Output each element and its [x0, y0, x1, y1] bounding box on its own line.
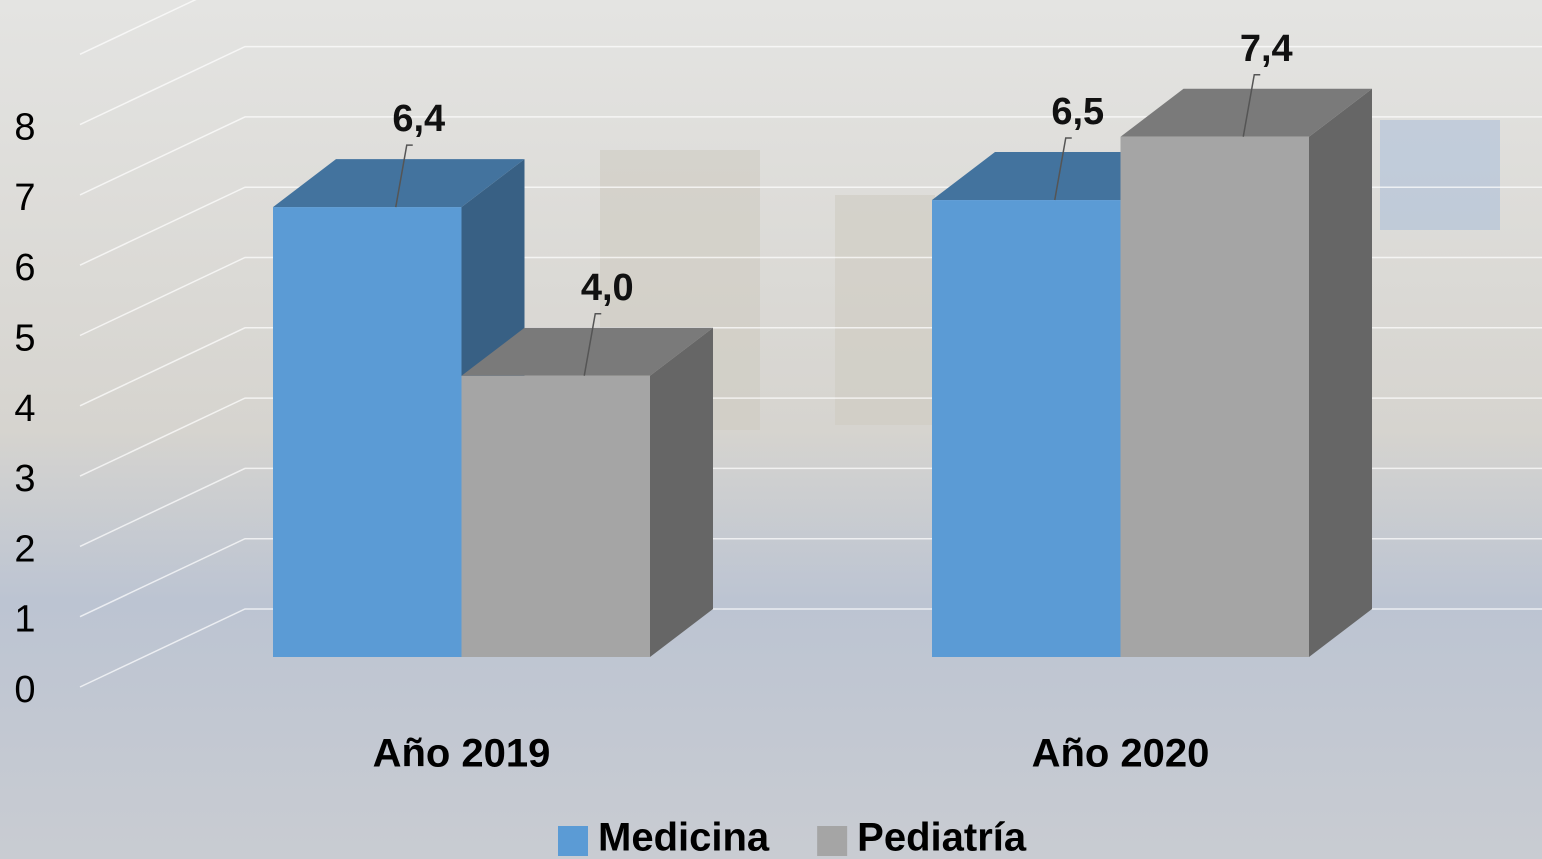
y-tick-label: 1: [14, 599, 35, 641]
x-tick-label: Año 2019: [373, 732, 551, 776]
x-tick-label: Año 2020: [1032, 732, 1210, 776]
bar-top: [1120, 88, 1372, 137]
y-tick-label: 8: [14, 107, 35, 149]
value-label: 4,0: [581, 267, 634, 309]
value-label: 6,5: [1051, 91, 1104, 133]
y-tick-label: 3: [14, 458, 35, 500]
y-tick-label: 2: [14, 528, 35, 570]
legend-swatch: [558, 826, 588, 856]
legend-label: Medicina: [598, 816, 770, 859]
bars: [273, 74, 1372, 658]
grid-line: [79, 45, 1542, 126]
bar: [1120, 136, 1309, 657]
bar-side: [1309, 88, 1372, 657]
bar-top: [461, 327, 713, 376]
value-label: 7,4: [1240, 28, 1293, 70]
grid-line: [79, 116, 1542, 196]
bar-top: [273, 159, 525, 208]
leader-line: [583, 313, 602, 376]
leader-line: [1054, 137, 1072, 201]
grid-line: [79, 0, 197, 55]
bar-side: [650, 327, 713, 657]
legend-label: Pediatría: [857, 816, 1027, 859]
y-tick-label: 7: [14, 177, 35, 219]
leader-line: [1242, 74, 1261, 137]
legend-swatch: [817, 826, 848, 856]
y-tick-label: 6: [14, 247, 35, 289]
background-window: [835, 195, 935, 425]
y-tick-label: 4: [14, 388, 35, 430]
bar: [461, 375, 650, 657]
value-label: 6,4: [392, 98, 445, 140]
bar: [273, 207, 462, 657]
background-sign: [1380, 120, 1500, 230]
leader-line: [395, 144, 413, 208]
y-tick-label: 0: [14, 669, 35, 711]
bar: [932, 200, 1121, 658]
y-tick-label: 5: [14, 318, 35, 360]
